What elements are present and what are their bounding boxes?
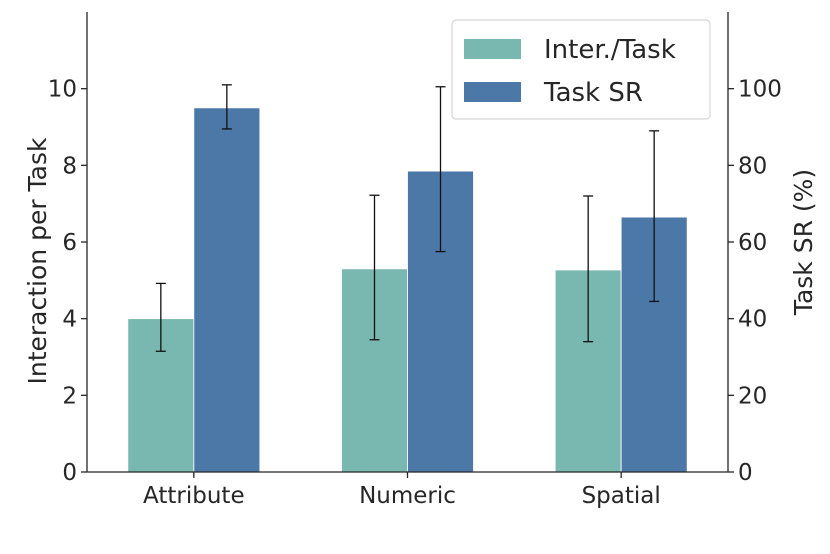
- right-tick-label: 60: [738, 230, 767, 256]
- right-tick-label: 0: [738, 460, 753, 486]
- legend-swatch-task-sr: [464, 82, 521, 102]
- right-ticks-group: 0 20 40 60 80 100: [728, 77, 782, 486]
- left-tick-label: 6: [62, 230, 77, 256]
- legend-label-inter-task: Inter./Task: [544, 35, 676, 65]
- bar-task-sr-attribute: [193, 107, 261, 473]
- x-tick-label-attribute: Attribute: [143, 483, 245, 509]
- legend-swatch-inter-task: [464, 39, 521, 59]
- right-axis-label: Task SR (%): [789, 169, 818, 316]
- left-tick-label: 0: [62, 460, 77, 486]
- bars-group: [127, 107, 688, 473]
- left-tick-label: 2: [62, 383, 77, 409]
- legend: Inter./Task Task SR: [451, 19, 711, 120]
- left-tick-label: 8: [62, 153, 77, 179]
- left-axis-label: Interaction per Task: [23, 137, 52, 385]
- x-tick-label-spatial: Spatial: [582, 483, 661, 509]
- legend-label-task-sr: Task SR: [543, 78, 643, 108]
- left-ticks-group: 0 2 4 6 8 10: [48, 77, 87, 486]
- right-tick-label: 20: [738, 383, 767, 409]
- x-tick-label-numeric: Numeric: [359, 483, 456, 509]
- x-ticks-group: Attribute Numeric Spatial: [143, 472, 661, 509]
- right-tick-label: 80: [738, 153, 767, 179]
- right-tick-label: 40: [738, 307, 767, 333]
- left-tick-label: 4: [62, 307, 77, 333]
- left-tick-label: 10: [48, 77, 77, 103]
- error-bars-group: [155, 84, 660, 352]
- right-tick-label: 100: [738, 77, 782, 103]
